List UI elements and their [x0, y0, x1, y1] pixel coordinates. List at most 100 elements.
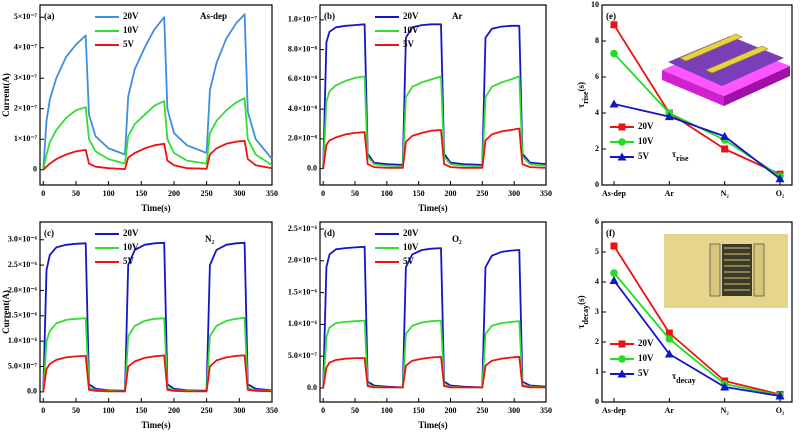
- marker: [720, 131, 730, 140]
- label: τrise(s): [576, 82, 590, 108]
- plot-frame: [39, 221, 273, 403]
- y-tick-label: 5: [595, 247, 599, 256]
- marker: [665, 329, 673, 337]
- y-tick-label: 8: [595, 36, 599, 45]
- electrode: [705, 45, 769, 74]
- series-line: [613, 279, 781, 397]
- y-tick-label: 2.5×10⁻⁶: [8, 260, 38, 269]
- fingers: [724, 247, 750, 291]
- label-sub: rise: [581, 91, 590, 104]
- x-tick-label: 300: [233, 189, 245, 198]
- y-tick-label: 4×10⁻⁷: [14, 43, 38, 52]
- legend-label: 20V: [638, 338, 654, 348]
- series-line: [42, 316, 273, 393]
- label-part: τ: [576, 324, 586, 329]
- y-tick-label: 0.0: [27, 387, 37, 396]
- plot-frame: [319, 4, 547, 186]
- y-tick-label: 6: [595, 72, 599, 81]
- y-tick-label: 3.0×10⁻⁶: [8, 235, 38, 244]
- x-tick-label: Ar: [665, 406, 675, 415]
- series-line: [613, 103, 781, 180]
- x-tick-label: 250: [201, 406, 213, 415]
- panel-label: (b): [324, 11, 335, 21]
- y-tick-label: 4: [595, 108, 599, 117]
- y-tick-label: 3×10⁻⁷: [14, 73, 38, 82]
- legend-label: 20V: [403, 11, 419, 21]
- slab-side: [662, 70, 724, 106]
- y-tick-label: 1.0×10⁻⁶: [288, 319, 318, 328]
- panel: 0.0 5.0×10⁻⁷ 1.0×10⁻⁶ 1.5×10⁻⁶ 2.0×10⁻⁶ 2.5×1…: [288, 221, 552, 430]
- label: O₂: [452, 234, 462, 244]
- film: [668, 36, 784, 86]
- series-line: [42, 241, 273, 392]
- legend-label: 5V: [638, 368, 650, 378]
- channel: [722, 244, 752, 296]
- x-tick-label: 200: [168, 189, 180, 198]
- series-line: [613, 24, 781, 176]
- panel: 0 1×10⁻⁷ 2×10⁻⁷ 3×10⁻⁷ 4×10⁻⁷ 5×10⁻⁷ 0 50 100 150…: [1, 4, 278, 213]
- y-tick-label: 5.0×10⁻⁷: [288, 351, 318, 360]
- x-tick-label: 0: [321, 189, 325, 198]
- x-tick-label: 350: [540, 406, 552, 415]
- marker: [618, 138, 626, 146]
- y-tick-label: 2.0×10⁻⁶: [288, 256, 318, 265]
- plot-frame: [601, 4, 793, 186]
- panel-label: (a): [44, 11, 55, 21]
- x-tick-label: 300: [508, 406, 520, 415]
- marker: [775, 391, 785, 400]
- label-part: Ar: [452, 11, 463, 21]
- x-tick-label: 300: [508, 189, 520, 198]
- x-tick-label: 100: [381, 189, 393, 198]
- series-line: [322, 23, 547, 169]
- y-tick-label: 0: [595, 180, 599, 189]
- x-tick-label: 300: [233, 406, 245, 415]
- x-tick-label: 150: [135, 406, 147, 415]
- y-tick-label: 5.0×10⁻⁷: [8, 361, 38, 370]
- y-tick-label: 0.0: [307, 383, 317, 392]
- x-axis-label: Time(s): [418, 203, 447, 213]
- x-tick-label: 350: [266, 406, 278, 415]
- y-tick-label: 0: [33, 165, 37, 174]
- legend-label: 10V: [403, 242, 419, 252]
- y-tick-label: 1: [595, 367, 599, 376]
- x-tick-label: 50: [351, 189, 359, 198]
- legend-label: 10V: [638, 353, 654, 363]
- x-tick-label: 250: [476, 406, 488, 415]
- label: Current(A): [1, 290, 11, 334]
- electrode: [679, 33, 743, 62]
- y-tick-label: 1.5×10⁻⁶: [288, 287, 318, 296]
- marker: [609, 276, 619, 284]
- label-part: Current(A): [1, 290, 11, 334]
- marker: [618, 123, 626, 131]
- device-inset: [662, 33, 790, 106]
- panel-label: (c): [44, 228, 54, 238]
- label: τrise: [672, 149, 689, 163]
- marker: [610, 242, 618, 250]
- label: Current(A): [1, 73, 11, 117]
- x-tick-label: O₂: [776, 406, 785, 415]
- legend-label: 5V: [123, 39, 135, 49]
- marker: [617, 152, 627, 161]
- y-tick-label: 2.5×10⁻⁶: [288, 224, 318, 233]
- y-tick-label: 4.0×10⁻⁸: [288, 104, 318, 113]
- marker: [720, 382, 730, 391]
- x-tick-label: 0: [41, 406, 45, 415]
- y-tick-label: 1.5×10⁻⁶: [8, 311, 38, 320]
- label: τdecay(s): [576, 295, 590, 328]
- label-sub: decay: [581, 305, 590, 325]
- legend-label: 20V: [123, 228, 139, 238]
- legend-label: 5V: [403, 256, 415, 266]
- label-part: O₂: [452, 234, 462, 244]
- label-part: τ: [672, 149, 677, 159]
- plot-frame: [319, 221, 547, 403]
- series-line: [613, 272, 781, 397]
- y-tick-label: 2: [595, 144, 599, 153]
- label: N₂: [205, 234, 214, 244]
- x-tick-label: 250: [201, 189, 213, 198]
- y-tick-label: 3: [595, 307, 599, 316]
- panel: 0.0 5.0×10⁻⁷ 1.0×10⁻⁶ 1.5×10⁻⁶ 2.0×10⁻⁶ 2.5×1…: [1, 221, 278, 430]
- marker: [610, 49, 618, 58]
- marker: [775, 174, 785, 183]
